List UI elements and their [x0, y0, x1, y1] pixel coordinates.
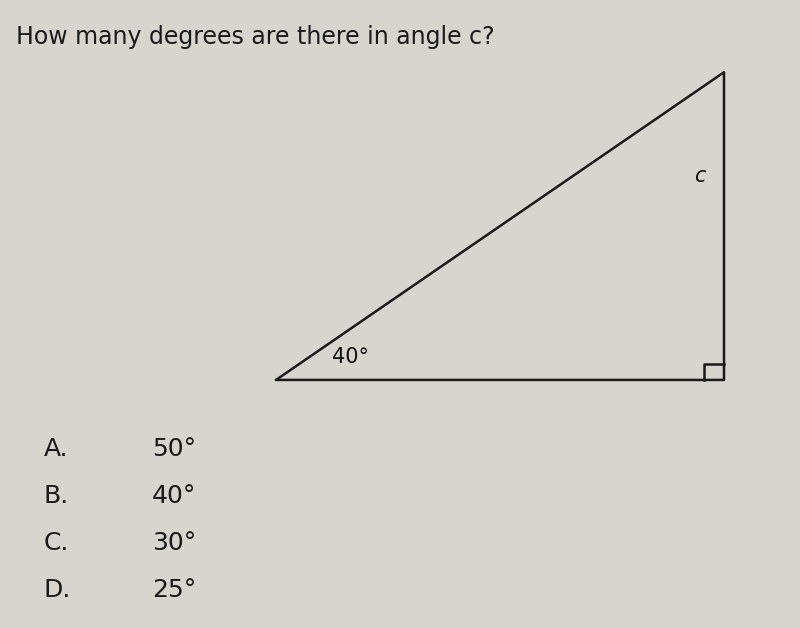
- Text: c: c: [694, 166, 706, 186]
- Text: C.: C.: [44, 531, 70, 555]
- Text: 50°: 50°: [152, 437, 196, 461]
- Text: 25°: 25°: [152, 578, 196, 602]
- Text: D.: D.: [44, 578, 71, 602]
- Text: B.: B.: [44, 484, 70, 508]
- Text: 40°: 40°: [152, 484, 196, 508]
- Text: 30°: 30°: [152, 531, 196, 555]
- Text: How many degrees are there in angle c?: How many degrees are there in angle c?: [16, 25, 494, 49]
- Text: 40°: 40°: [332, 347, 369, 367]
- Text: A.: A.: [44, 437, 69, 461]
